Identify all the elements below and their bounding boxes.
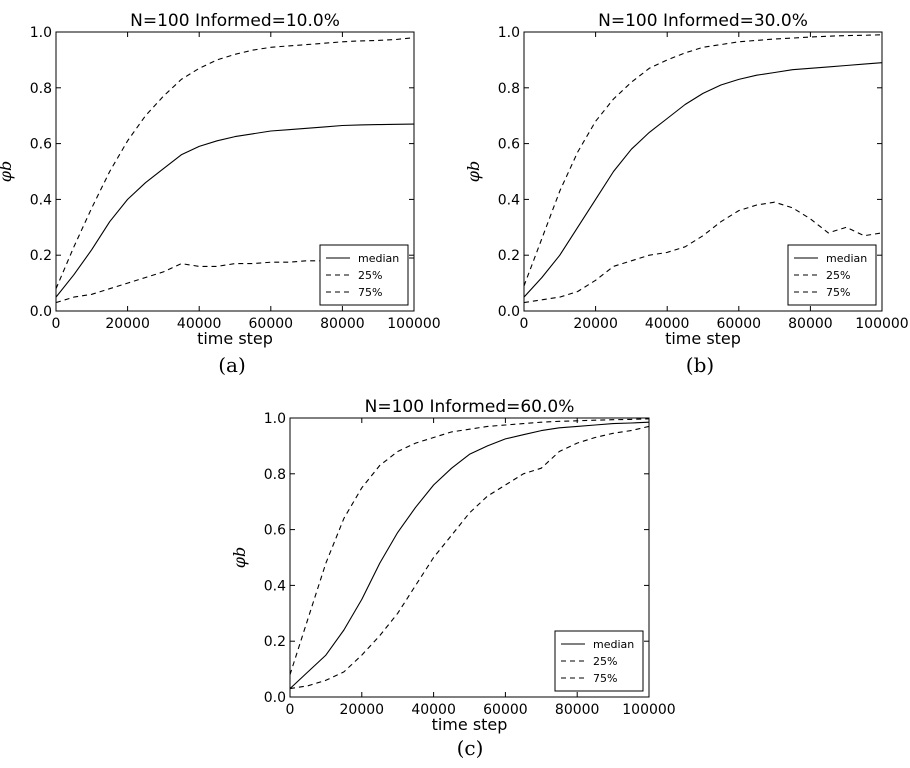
legend-label: median bbox=[826, 252, 867, 265]
y-tick-label: 0.8 bbox=[264, 467, 286, 483]
y-axis-label: φb bbox=[0, 161, 15, 182]
legend: median 25% 75% bbox=[319, 244, 409, 306]
series-group bbox=[524, 34, 882, 304]
chart-title: N=100 Informed=10.0% bbox=[130, 11, 340, 31]
x-tick-label: 60000 bbox=[483, 702, 528, 718]
series-group bbox=[56, 37, 414, 304]
x-tick-label: 0 bbox=[520, 316, 529, 332]
y-tick-label: 0.6 bbox=[30, 137, 52, 153]
legend-label: 25% bbox=[826, 269, 850, 282]
x-tick-label: 100000 bbox=[622, 702, 675, 718]
x-tick-label: 100000 bbox=[855, 316, 908, 332]
chart-title: N=100 Informed=60.0% bbox=[365, 397, 575, 417]
y-tick-label: 0.2 bbox=[264, 634, 286, 650]
y-tick-label: 1.0 bbox=[498, 25, 520, 41]
x-tick-label: 20000 bbox=[573, 316, 618, 332]
panel-caption: (b) bbox=[686, 353, 714, 377]
plot-frame bbox=[289, 417, 650, 698]
x-tick-label: 80000 bbox=[320, 316, 365, 332]
y-tick-label: 0.0 bbox=[264, 690, 286, 706]
series-group bbox=[290, 418, 649, 690]
y-tick-label: 0.0 bbox=[498, 304, 520, 320]
y-tick-label: 0.2 bbox=[30, 248, 52, 264]
panel-caption: (c) bbox=[457, 736, 484, 760]
x-tick-label: 20000 bbox=[340, 702, 385, 718]
plot-frame bbox=[523, 31, 883, 312]
plot-frame bbox=[55, 31, 415, 312]
legend-label: median bbox=[358, 252, 399, 265]
x-tick-label: 40000 bbox=[177, 316, 222, 332]
x-tick-label: 60000 bbox=[717, 316, 762, 332]
legend-label: 75% bbox=[593, 672, 617, 685]
series-line-median bbox=[56, 123, 414, 298]
x-tick-label: 20000 bbox=[105, 316, 150, 332]
x-axis-label: time step bbox=[665, 329, 741, 348]
x-tick-label: 60000 bbox=[249, 316, 294, 332]
series-line-median bbox=[290, 421, 649, 690]
y-tick-label: 0.4 bbox=[30, 192, 52, 208]
chart-title: N=100 Informed=30.0% bbox=[598, 11, 808, 31]
chart-panel-1: N=100 Informed=10.0% 0 20000 40000 60000 8000… bbox=[0, 11, 441, 377]
y-axis-label: φb bbox=[230, 547, 249, 568]
x-tick-label: 40000 bbox=[645, 316, 690, 332]
legend-label: 25% bbox=[358, 269, 382, 282]
x-tick-label: 0 bbox=[52, 316, 61, 332]
x-tick-label: 100000 bbox=[387, 316, 440, 332]
chart-panel-3: N=100 Informed=60.0% 0 20000 40000 60000 8000… bbox=[230, 397, 676, 760]
y-tick-label: 0.0 bbox=[30, 304, 52, 320]
series-line-median bbox=[524, 62, 882, 298]
y-axis-label: φb bbox=[464, 161, 483, 182]
x-axis-label: time step bbox=[197, 329, 273, 348]
series-line-75pct bbox=[290, 418, 649, 675]
y-tick-label: 1.0 bbox=[264, 411, 286, 427]
panel-caption: (a) bbox=[218, 353, 246, 377]
x-axis-label: time step bbox=[432, 715, 508, 734]
legend-box bbox=[787, 244, 877, 306]
y-tick-label: 1.0 bbox=[30, 25, 52, 41]
y-tick-label: 0.4 bbox=[264, 578, 286, 594]
y-tick-label: 0.2 bbox=[498, 248, 520, 264]
x-tick-label: 40000 bbox=[411, 702, 456, 718]
series-line-75pct bbox=[56, 37, 414, 289]
legend: median 25% 75% bbox=[554, 630, 644, 692]
y-tick-label: 0.6 bbox=[498, 137, 520, 153]
x-tick-label: 80000 bbox=[555, 702, 600, 718]
series-line-25pct bbox=[290, 425, 649, 690]
legend-label: median bbox=[593, 638, 634, 651]
series-line-75pct bbox=[524, 34, 882, 287]
legend-label: 75% bbox=[358, 286, 382, 299]
legend-label: 75% bbox=[826, 286, 850, 299]
legend-box bbox=[319, 244, 409, 306]
legend: median 25% 75% bbox=[787, 244, 877, 306]
y-tick-label: 0.6 bbox=[264, 523, 286, 539]
legend-box bbox=[554, 630, 644, 692]
x-tick-label: 0 bbox=[286, 702, 295, 718]
y-tick-label: 0.8 bbox=[498, 81, 520, 97]
x-tick-label: 80000 bbox=[788, 316, 833, 332]
y-tick-label: 0.4 bbox=[498, 192, 520, 208]
legend-label: 25% bbox=[593, 655, 617, 668]
y-tick-label: 0.8 bbox=[30, 81, 52, 97]
chart-panel-2: N=100 Informed=30.0% 0 20000 40000 60000 8000… bbox=[464, 11, 909, 377]
